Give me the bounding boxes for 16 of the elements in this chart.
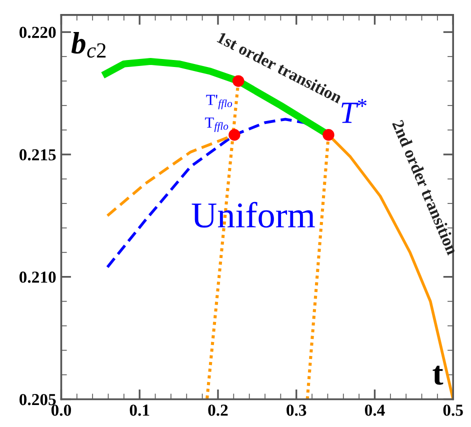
annotation: Uniform	[192, 202, 315, 228]
annotation: T$_{fflo}$	[205, 118, 228, 132]
y-tick-label: 0.215	[20, 149, 56, 160]
annotation: T$^{*}$	[342, 98, 367, 123]
x-tick-label: 0.5	[443, 404, 463, 416]
x-axis-title: t	[432, 366, 444, 385]
y-axis-title: b$_{c2}$	[71, 32, 106, 58]
x-tick-label: 0.1	[130, 404, 150, 416]
x-tick-label: 0.2	[208, 404, 228, 416]
x-tick-label: 0.4	[364, 404, 385, 416]
y-tick-label: 0.210	[20, 272, 56, 283]
x-tick-label: 0.0	[51, 404, 72, 416]
x-tick-label: 0.3	[286, 404, 306, 416]
annotation: T'$_{fflo}$	[206, 94, 232, 110]
y-tick-label: 0.205	[20, 394, 56, 406]
y-tick-label: 0.220	[20, 26, 56, 38]
